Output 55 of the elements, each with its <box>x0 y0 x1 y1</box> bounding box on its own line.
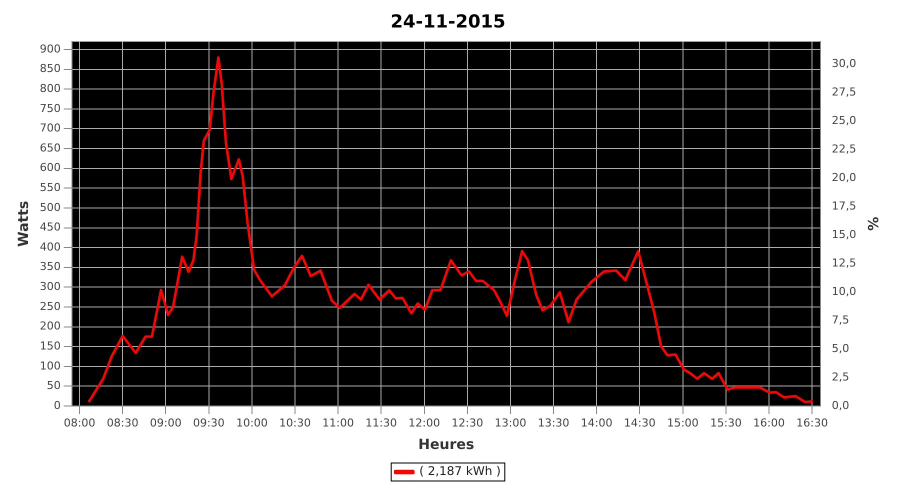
x-tick-label: 08:00 <box>64 416 96 430</box>
y2-tick-label: 17,5 <box>832 200 856 213</box>
x-tick-label: 15:00 <box>666 416 699 430</box>
y2-tick-label: 27,5 <box>832 86 856 99</box>
y2-tick-label: 7,5 <box>832 313 850 326</box>
x-tick-label: 14:30 <box>624 416 656 430</box>
y-tick-label: 400 <box>40 240 61 254</box>
y2-tick-label: 12,5 <box>832 256 856 270</box>
y-tick-label: 100 <box>40 359 61 372</box>
x-tick-label: 10:30 <box>279 416 311 430</box>
y-tick-label: 700 <box>40 122 61 135</box>
y-tick-label: 850 <box>40 62 61 76</box>
y2-tick-label: 15,0 <box>832 228 856 242</box>
y-tick-label: 500 <box>40 200 61 214</box>
y2-tick-label: 0,0 <box>832 398 850 412</box>
y-tick-label: 350 <box>40 260 61 274</box>
y2-tick-label: 25,0 <box>832 114 856 128</box>
x-axis-title: Heures <box>418 437 474 454</box>
y-tick-label: 200 <box>40 320 61 333</box>
chart-title: 24-11-2015 <box>390 11 506 32</box>
y2-tick-label: 5,0 <box>832 342 850 355</box>
y-tick-label: 150 <box>40 339 61 352</box>
y-axis-title: Watts <box>16 200 32 247</box>
y-tick-label: 450 <box>40 220 61 234</box>
y-tick-label: 50 <box>46 379 61 392</box>
y-tick-label: 600 <box>40 161 61 174</box>
x-tick-label: 08:30 <box>106 416 138 430</box>
y-tick-label: 650 <box>40 141 61 154</box>
y-tick-label: 550 <box>40 181 61 194</box>
y2-tick-label: 30,0 <box>832 57 856 70</box>
x-tick-label: 15:30 <box>710 416 742 430</box>
y-tick-label: 300 <box>40 280 61 294</box>
y-tick-label: 800 <box>40 82 61 95</box>
y2-axis-title: % <box>864 216 880 231</box>
x-tick-label: 13:00 <box>494 416 526 430</box>
y2-tick-label: 2,5 <box>832 370 850 384</box>
x-tick-label: 10:00 <box>236 416 268 430</box>
y2-tick-label: 10,0 <box>832 284 856 298</box>
x-tick-label: 14:00 <box>580 416 612 430</box>
y2-tick-label: 20,0 <box>832 171 856 184</box>
x-tick-label: 16:00 <box>753 416 785 430</box>
x-tick-label: 11:00 <box>322 416 354 430</box>
x-tick-label: 09:00 <box>150 416 182 430</box>
y-tick-label: 900 <box>40 42 61 56</box>
x-tick-label: 11:30 <box>365 416 398 430</box>
x-tick-label: 16:30 <box>796 416 828 430</box>
x-tick-label: 13:30 <box>538 416 570 430</box>
legend-label: ( 2,187 kWh ) <box>419 464 501 478</box>
x-tick-label: 09:30 <box>192 416 225 430</box>
y2-tick-label: 22,5 <box>832 142 856 156</box>
y-tick-label: 0 <box>54 398 61 412</box>
x-tick-label: 12:00 <box>408 416 440 430</box>
y-tick-label: 750 <box>40 102 61 115</box>
y-tick-label: 250 <box>40 300 61 313</box>
x-tick-label: 12:30 <box>452 416 484 430</box>
